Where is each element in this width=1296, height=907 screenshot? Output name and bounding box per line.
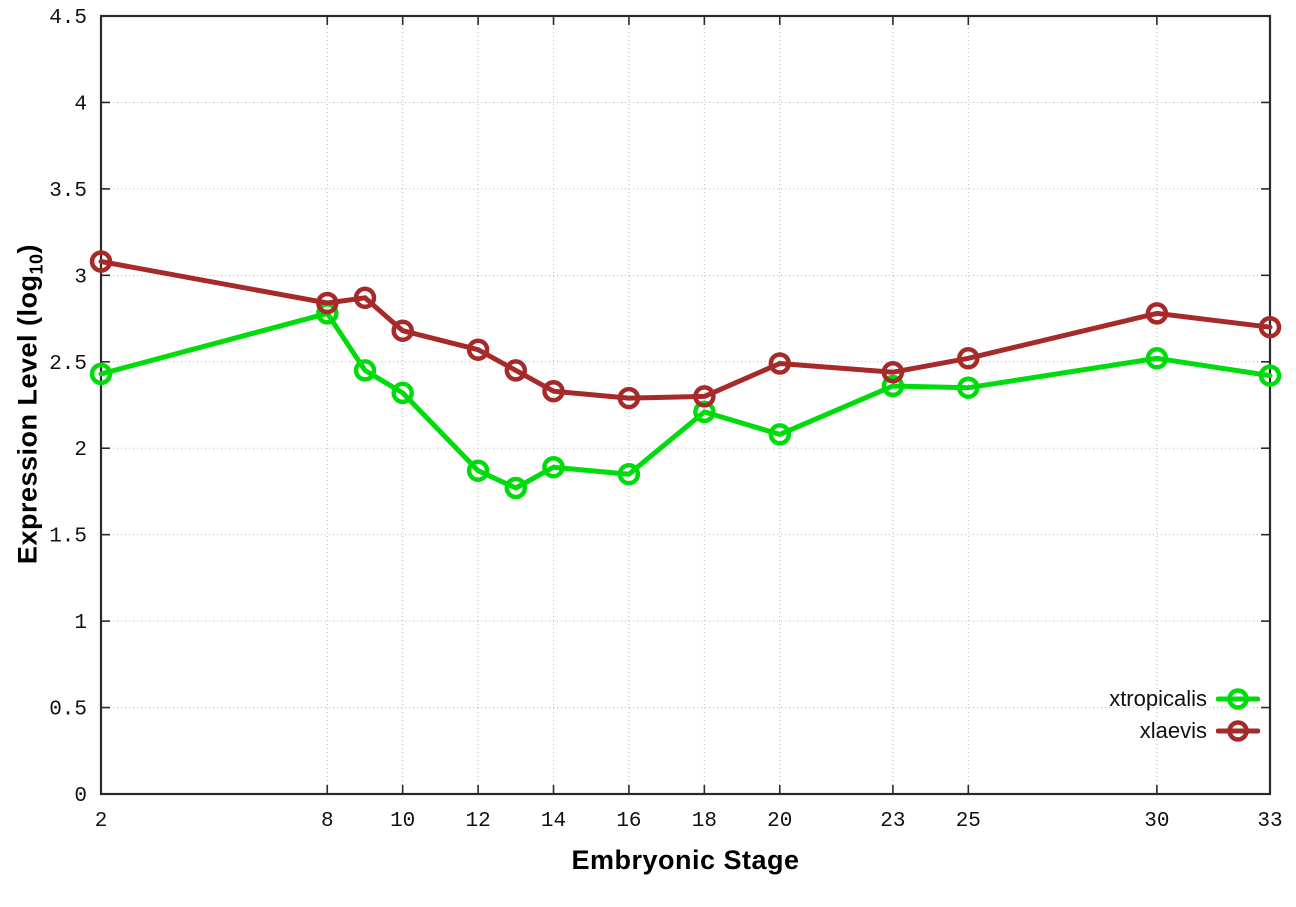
x-tick-labels: 2 8 10 12 14 16 18 20 23 25 30 33 — [95, 810, 1283, 833]
data-point-marker — [1145, 302, 1169, 325]
x-axis-title: Embryonic Stage — [571, 845, 800, 875]
svg-text:2: 2 — [95, 810, 108, 833]
svg-text:4.5: 4.5 — [49, 7, 87, 30]
data-point-marker — [466, 338, 490, 361]
svg-text:12: 12 — [465, 810, 490, 833]
data-point-marker — [89, 362, 113, 386]
plot-border — [99, 14, 1272, 796]
data-point-marker — [316, 291, 339, 315]
svg-text:14: 14 — [541, 810, 566, 833]
series-xlaevis — [89, 250, 1282, 410]
svg-text:2: 2 — [74, 439, 87, 462]
data-point-marker — [504, 359, 528, 382]
svg-text:0: 0 — [74, 785, 87, 808]
data-point-marker — [353, 286, 377, 310]
data-point-marker — [1258, 364, 1282, 387]
legend-entry-xlaevis: xlaevis — [1140, 716, 1260, 746]
legend-label-xlaevis: xlaevis — [1139, 718, 1207, 743]
series-xtropicalis — [89, 302, 1282, 500]
y-axis-title-subscript: 10 — [26, 253, 47, 275]
data-point-marker — [391, 319, 414, 342]
legend-label-xtropicalis: xtropicalis — [1109, 686, 1207, 711]
data-point-marker — [617, 386, 641, 410]
svg-text:33: 33 — [1257, 810, 1282, 833]
data-point-marker — [1258, 315, 1282, 339]
data-point-marker — [768, 352, 792, 375]
data-point-marker — [466, 459, 490, 482]
legend-sample-line-circle-icon — [1216, 688, 1260, 710]
svg-text:10: 10 — [390, 810, 415, 833]
svg-text:1: 1 — [74, 612, 87, 635]
y-tick-labels: 0 0.5 1 1.5 2 2.5 3 3.5 4 4.5 — [49, 7, 87, 808]
data-point-marker — [768, 423, 792, 446]
svg-text:16: 16 — [616, 810, 641, 833]
legend-sample-line-circle-icon — [1216, 720, 1260, 742]
data-point-marker — [1145, 347, 1169, 370]
y-axis-title-suffix: ) — [12, 243, 43, 254]
gridlines — [100, 15, 1271, 795]
svg-text:20: 20 — [767, 810, 792, 833]
data-point-marker — [89, 250, 113, 273]
svg-text:2.5: 2.5 — [49, 353, 87, 376]
legend: xtropicalis xlaevis — [1109, 684, 1260, 746]
y-axis-title: Expression Level (log10) — [12, 244, 47, 564]
legend-entry-xtropicalis: xtropicalis — [1109, 684, 1260, 714]
axis-ticks — [100, 15, 1271, 795]
svg-text:0.5: 0.5 — [49, 699, 87, 722]
data-point-marker — [617, 462, 641, 486]
data-point-marker — [693, 385, 716, 408]
data-point-marker — [881, 374, 905, 398]
svg-text:3.5: 3.5 — [49, 180, 87, 203]
svg-text:18: 18 — [692, 810, 717, 833]
svg-text:8: 8 — [321, 810, 334, 833]
data-point-marker — [542, 379, 565, 403]
svg-text:1.5: 1.5 — [49, 526, 87, 549]
data-point-marker — [957, 376, 980, 399]
svg-text:30: 30 — [1144, 810, 1169, 833]
data-point-marker — [957, 347, 980, 370]
svg-text:4: 4 — [74, 93, 87, 116]
svg-text:3: 3 — [74, 266, 87, 289]
data-point-marker — [504, 476, 528, 500]
svg-text:25: 25 — [956, 810, 981, 833]
data-point-marker — [542, 455, 565, 479]
data-point-marker — [391, 381, 414, 405]
data-point-marker — [353, 359, 377, 382]
y-axis-title-text: Expression Level (log — [12, 274, 43, 565]
svg-text:23: 23 — [880, 810, 905, 833]
data-point-marker — [881, 360, 905, 384]
data-point-marker — [693, 400, 716, 424]
